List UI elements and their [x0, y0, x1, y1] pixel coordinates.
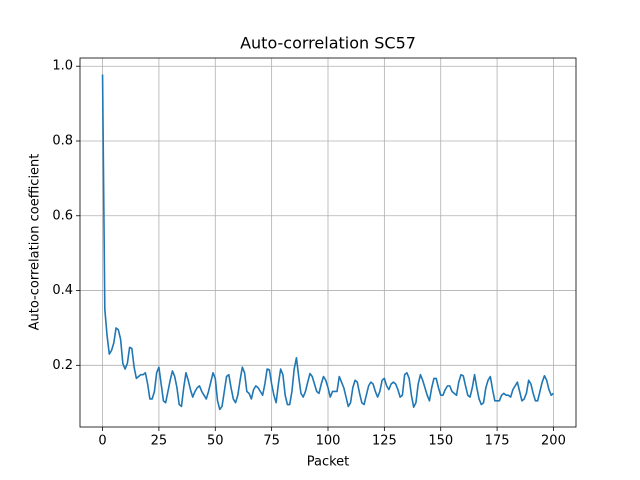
- x-tick-label: 0: [98, 434, 106, 449]
- x-tick-label: 25: [151, 434, 168, 449]
- x-tick-label: 50: [207, 434, 224, 449]
- x-tick-label: 150: [428, 434, 453, 449]
- axes-frame: [79, 57, 577, 428]
- y-tick-label: 1.0: [52, 59, 73, 74]
- y-tick-label: 0.2: [52, 358, 73, 373]
- y-axis-label: Auto-correlation coefficient: [28, 154, 43, 331]
- x-tick-label: 75: [263, 434, 280, 449]
- x-tick-label: 100: [316, 434, 341, 449]
- x-axis-label: Packet: [307, 455, 350, 470]
- y-tick-label: 0.8: [52, 133, 73, 148]
- y-tick-label: 0.6: [52, 208, 73, 223]
- data-line: [101, 74, 554, 411]
- chart-title: Auto-correlation SC57: [240, 34, 416, 53]
- x-tick-label: 125: [372, 434, 397, 449]
- x-tick-label: 175: [485, 434, 510, 449]
- x-tick-label: 200: [541, 434, 566, 449]
- y-tick-label: 0.4: [52, 283, 73, 298]
